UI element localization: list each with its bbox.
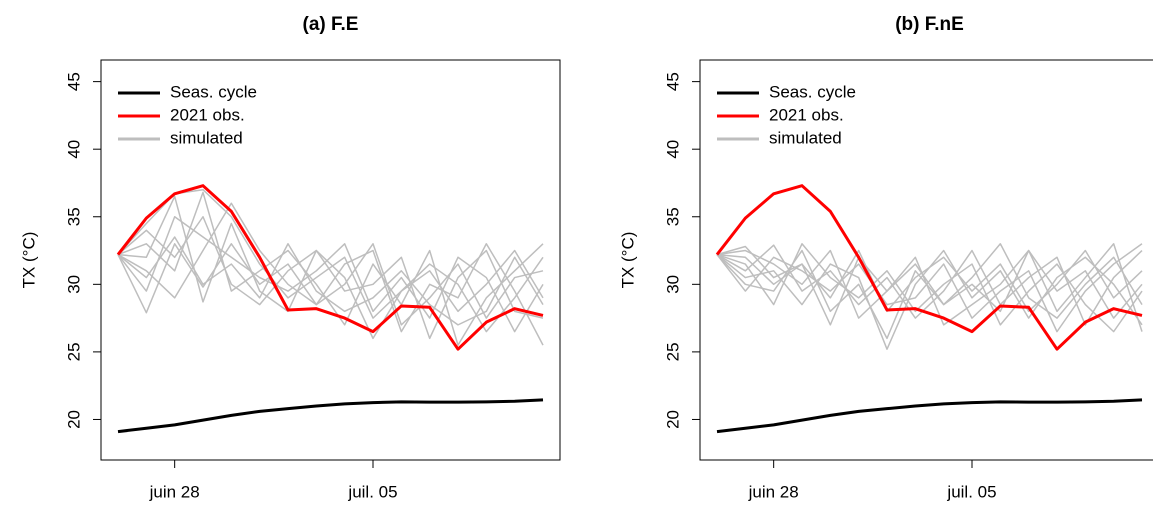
legend-label: simulated [769, 128, 842, 147]
y-tick-label: 40 [64, 140, 83, 159]
series-line [117, 202, 544, 346]
plot-frame [699, 59, 1153, 461]
series-line [117, 398, 544, 434]
legend-label: Seas. cycle [170, 82, 257, 101]
legend-label: simulated [170, 128, 243, 147]
legend-label: Seas. cycle [769, 82, 856, 101]
series-line [716, 398, 1143, 434]
legend-label: 2021 obs. [769, 105, 844, 124]
y-tick-label: 20 [663, 410, 682, 429]
legend-label: 2021 obs. [170, 105, 245, 124]
series-line [716, 249, 1143, 350]
series-line [716, 243, 1143, 333]
series-line [117, 191, 544, 346]
y-tick-label: 30 [64, 275, 83, 294]
y-tick-label: 40 [663, 140, 682, 159]
series-line [715, 184, 1143, 351]
y-tick-label: 45 [663, 72, 682, 91]
panel: (b) F.nE TX (°C) 20 25 30 35 40 45 juin 28 juil. … [618, 14, 1153, 501]
series-line [117, 216, 544, 340]
y-tick-label: 25 [64, 342, 83, 361]
y-tick-label: 35 [663, 207, 682, 226]
x-tick-label: juin 28 [149, 482, 200, 501]
x-tick-label: juin 28 [748, 482, 799, 501]
series-line [117, 236, 544, 326]
series-line [117, 195, 544, 340]
x-tick-label: juil. 05 [946, 482, 996, 501]
y-axis-label: TX (°C) [19, 232, 38, 289]
series-line [716, 243, 1143, 332]
y-tick-label: 45 [64, 72, 83, 91]
series-line [716, 243, 1143, 340]
chart-title: (a) F.E [303, 14, 359, 35]
series-line [117, 188, 544, 319]
y-tick-label: 35 [64, 207, 83, 226]
x-tick-label: juil. 05 [347, 482, 397, 501]
y-tick-label: 30 [663, 275, 682, 294]
panel: (a) F.E TX (°C) 20 25 30 35 40 45 juin 28 juil. 0… [19, 14, 561, 501]
series-line [116, 184, 544, 351]
series-line [117, 216, 544, 333]
series-line [716, 244, 1143, 326]
series-line [117, 243, 544, 326]
chart-title: (b) F.nE [895, 14, 964, 35]
y-tick-label: 20 [64, 410, 83, 429]
y-axis-label: TX (°C) [618, 232, 637, 289]
plot-frame [100, 59, 561, 461]
y-tick-label: 25 [663, 342, 682, 361]
